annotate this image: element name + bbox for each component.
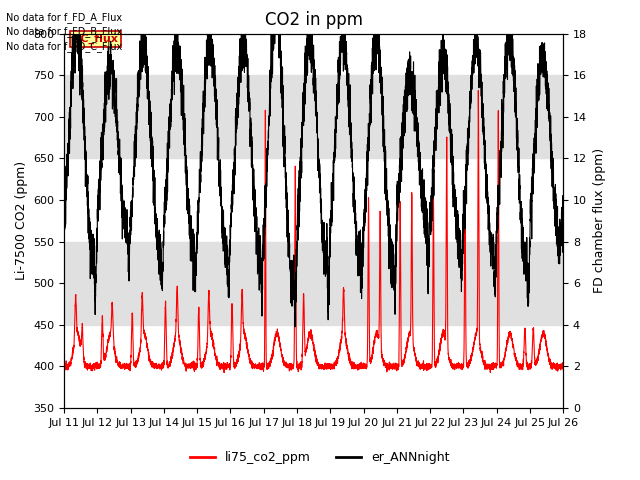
Bar — [64, 75, 563, 158]
Text: No data for f_FD_A_Flux: No data for f_FD_A_Flux — [6, 12, 122, 23]
Y-axis label: Li-7500 CO2 (ppm): Li-7500 CO2 (ppm) — [15, 161, 28, 280]
Title: CO2 in ppm: CO2 in ppm — [264, 11, 363, 29]
Text: No data for f_FD_B_Flux: No data for f_FD_B_Flux — [6, 26, 123, 37]
Y-axis label: FD chamber flux (ppm): FD chamber flux (ppm) — [593, 148, 605, 293]
Text: BC_flux: BC_flux — [72, 34, 118, 44]
Text: No data for f_FD_C_Flux: No data for f_FD_C_Flux — [6, 41, 123, 52]
Legend: li75_co2_ppm, er_ANNnight: li75_co2_ppm, er_ANNnight — [186, 446, 454, 469]
Bar — [64, 241, 563, 325]
